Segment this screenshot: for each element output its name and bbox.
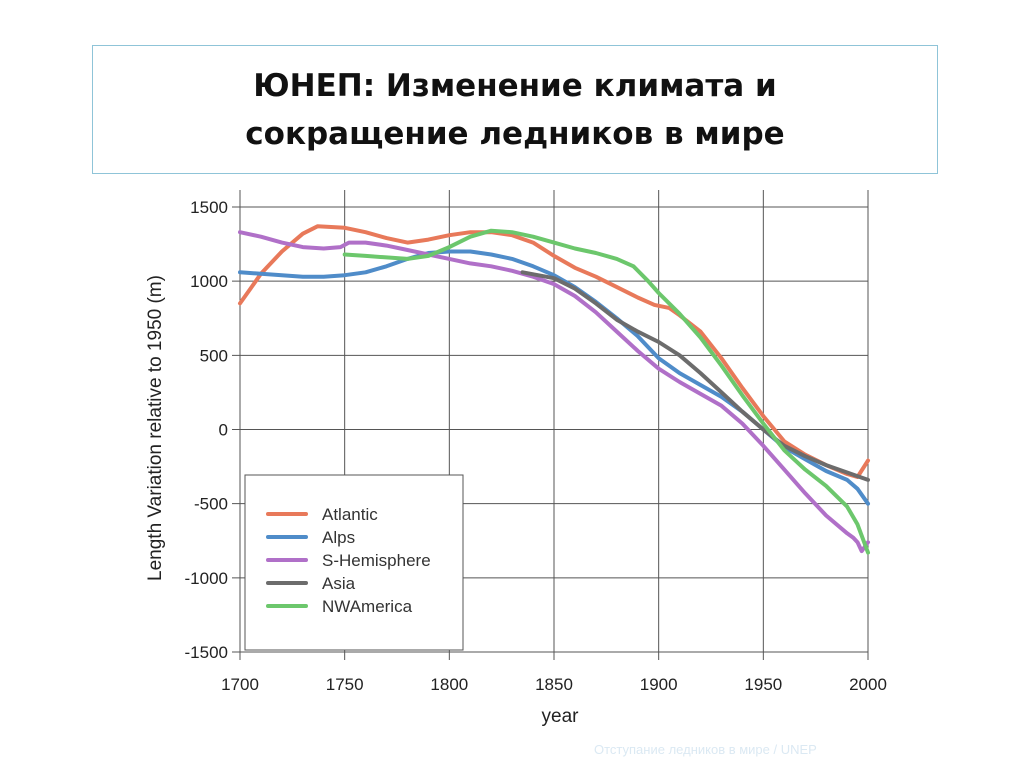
legend-box <box>244 474 464 651</box>
legend-label: NWAmerica <box>322 597 413 616</box>
x-tick-label: 1850 <box>535 675 573 694</box>
x-tick-label: 2000 <box>849 675 887 694</box>
slide-title-line-1: ЮНЕП: Изменение климата и <box>253 67 777 104</box>
y-tick-label: 0 <box>219 421 228 440</box>
slide-title-box: ЮНЕП: Изменение климата и сокращение лед… <box>92 45 938 174</box>
x-tick-label: 1700 <box>221 675 259 694</box>
slide-footer: Отступание ледников в мире / UNEP <box>594 742 817 757</box>
y-tick-label: 1000 <box>190 272 228 291</box>
y-tick-label: 500 <box>200 346 228 365</box>
y-tick-label: 1500 <box>190 198 228 217</box>
x-tick-label: 1900 <box>640 675 678 694</box>
x-tick-label: 1750 <box>326 675 364 694</box>
legend: Atlantic Alps S-Hemisphere Asia NWAmerica <box>244 474 464 651</box>
y-tick-label: -1000 <box>185 569 228 588</box>
series-line-asia <box>520 270 870 482</box>
y-axis-title: Length Variation relative to 1950 (m) <box>145 275 166 581</box>
x-tick-label: 1800 <box>430 675 468 694</box>
x-axis-title: year <box>542 706 580 727</box>
slide-title-line-2: сокращение ледников в мире <box>245 115 785 152</box>
legend-label: Asia <box>322 574 356 593</box>
series-line-nwamerica <box>342 228 870 555</box>
series-line-s-hemisphere <box>238 230 870 554</box>
y-tick-label: -1500 <box>185 643 228 662</box>
series-line-atlantic <box>238 224 870 479</box>
y-tick-label: -500 <box>194 495 228 514</box>
legend-label: Alps <box>322 528 355 547</box>
legend-label: S-Hemisphere <box>322 551 431 570</box>
slide-title: ЮНЕП: Изменение климата и сокращение лед… <box>245 62 784 158</box>
legend-label: Atlantic <box>322 505 378 524</box>
series-layer <box>238 224 870 555</box>
x-tick-label: 1950 <box>744 675 782 694</box>
axis-layer: 1700 1750 1800 1850 1900 1950 2000 1500 1000 500 0… <box>185 198 887 694</box>
